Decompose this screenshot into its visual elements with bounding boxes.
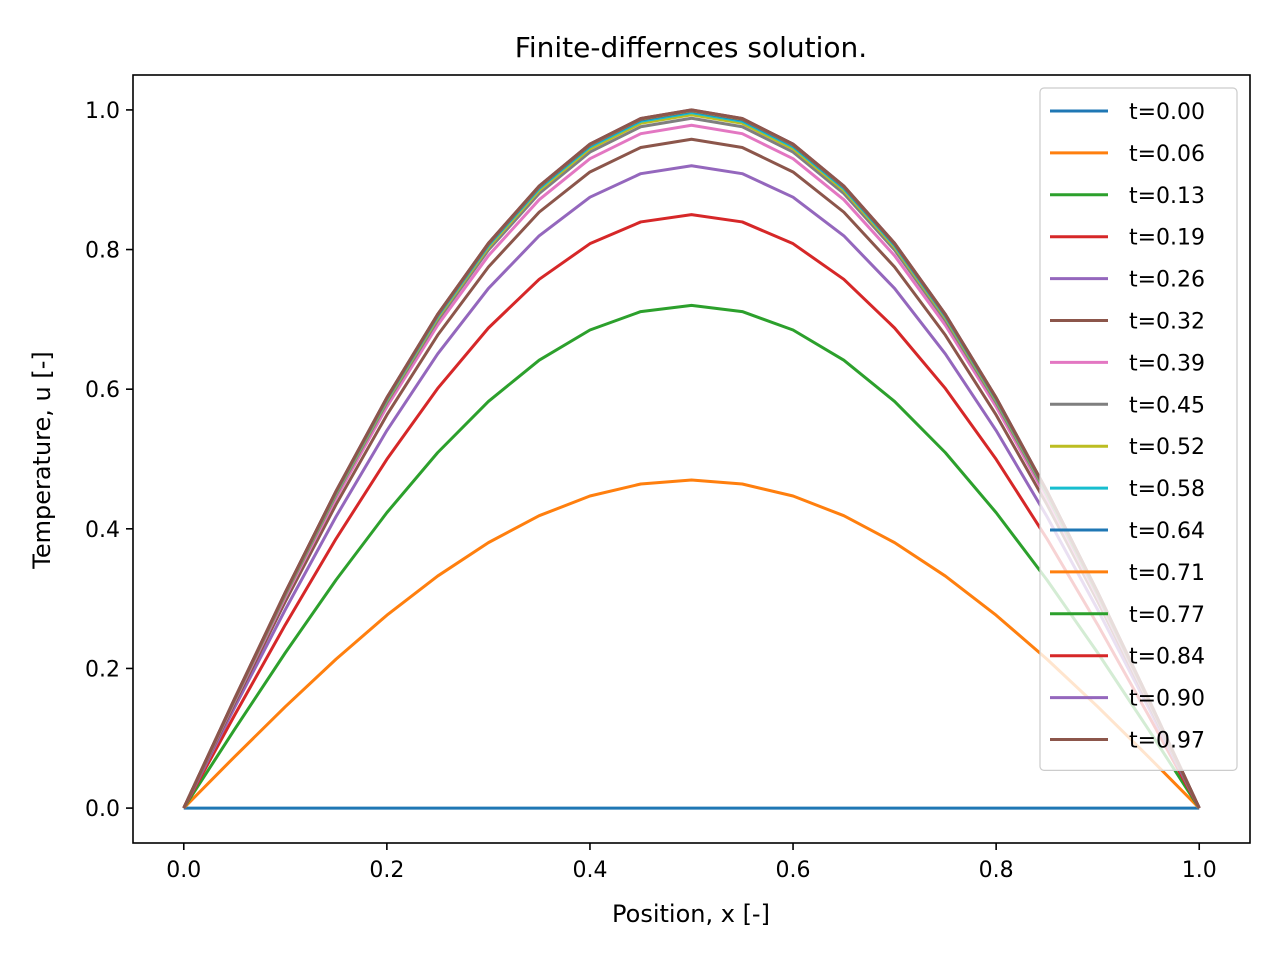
- chart-title: Finite-differnces solution.: [515, 31, 867, 64]
- series-line-15: [182, 108, 1201, 809]
- legend-box: [1039, 87, 1238, 772]
- series-line-6: [182, 123, 1201, 809]
- series-line-3: [182, 213, 1201, 809]
- legend-label-15: t=0.97: [1129, 729, 1205, 754]
- y-tick-label: 0.4: [85, 518, 120, 543]
- legend-label-11: t=0.71: [1129, 561, 1205, 586]
- legend-label-2: t=0.13: [1129, 184, 1205, 209]
- legend-label-12: t=0.77: [1129, 603, 1205, 628]
- legend-label-3: t=0.19: [1129, 226, 1205, 251]
- axes: 0.0 0.2 0.4 0.6 0.8 1.0 0.0 0.2 0.4 0.6 0.8 1.0: [85, 74, 1251, 883]
- x-tick-label: 0.4: [572, 858, 607, 883]
- legend-label-7: t=0.45: [1129, 393, 1205, 418]
- legend-label-4: t=0.26: [1129, 268, 1205, 293]
- legend-label-14: t=0.90: [1129, 687, 1205, 712]
- y-tick-label: 0.8: [85, 239, 120, 264]
- plot-area: [182, 108, 1201, 810]
- x-axis-label: Position, x [-]: [612, 900, 770, 928]
- legend-label-1: t=0.06: [1129, 142, 1205, 167]
- y-tick-label: 0.2: [85, 657, 120, 682]
- legend-label-0: t=0.00: [1129, 100, 1205, 125]
- y-tick-label: 1.0: [85, 99, 120, 124]
- legend-label-5: t=0.32: [1129, 310, 1205, 335]
- series-line-4: [182, 164, 1201, 809]
- y-axis-label: Temperature, u [-]: [28, 351, 56, 570]
- axes-frame: [132, 74, 1251, 844]
- series-line-1: [182, 478, 1201, 810]
- x-tick-label: 0.6: [776, 858, 811, 883]
- x-tick-label: 0.2: [369, 858, 404, 883]
- series-line-2: [182, 303, 1201, 809]
- x-tick-label: 0.0: [166, 858, 201, 883]
- legend-label-9: t=0.58: [1129, 477, 1205, 502]
- legend-label-10: t=0.64: [1129, 519, 1205, 544]
- legend-label-8: t=0.52: [1129, 435, 1205, 460]
- x-tick-label: 1.0: [1182, 858, 1217, 883]
- x-tick-label: 0.8: [979, 858, 1014, 883]
- y-tick-label: 0.0: [85, 797, 120, 822]
- legend-label-6: t=0.39: [1129, 351, 1205, 376]
- legend-label-13: t=0.84: [1129, 645, 1205, 670]
- series-line-5: [182, 137, 1201, 809]
- legend: t=0.00 t=0.06 t=0.13 t=0.19 t=0.26 t=0.32 t=0.…: [1039, 87, 1238, 772]
- y-tick-label: 0.6: [85, 378, 120, 403]
